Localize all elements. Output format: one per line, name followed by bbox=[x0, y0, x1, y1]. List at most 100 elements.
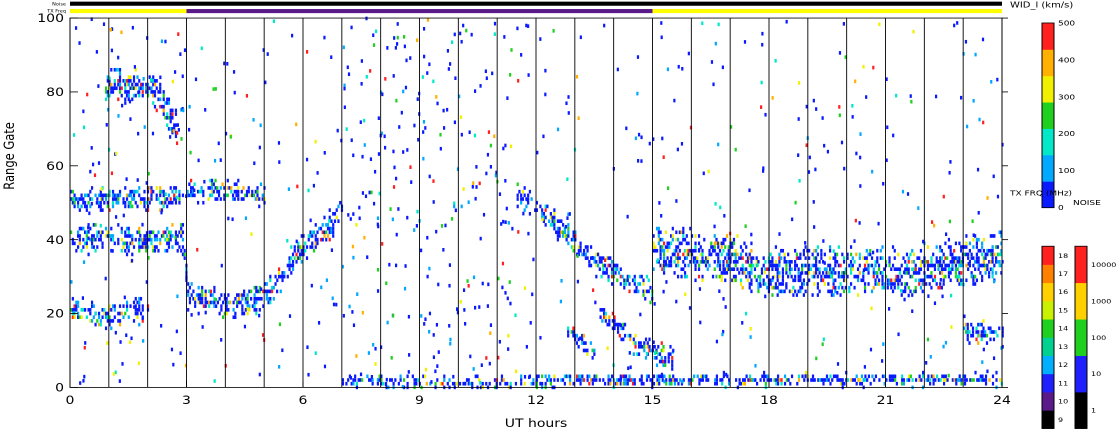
echo-cell bbox=[544, 374, 547, 379]
echo-cell bbox=[609, 256, 612, 260]
echo-cell bbox=[719, 205, 722, 210]
echo-cell bbox=[143, 204, 146, 209]
echo-cell bbox=[660, 359, 663, 364]
echo-cell bbox=[722, 260, 725, 264]
echo-cell bbox=[647, 374, 650, 379]
echo-cell bbox=[881, 274, 884, 279]
echo-cell bbox=[766, 374, 769, 379]
echo-cell bbox=[139, 296, 143, 301]
echo-cell bbox=[996, 77, 999, 82]
echo-cell bbox=[932, 381, 935, 386]
echo-cell bbox=[797, 271, 800, 275]
echo-cell bbox=[567, 226, 570, 231]
echo-cell bbox=[152, 230, 155, 235]
echo-cell bbox=[124, 241, 127, 246]
echo-cell bbox=[422, 130, 425, 134]
echo-cell bbox=[731, 245, 734, 249]
echo-cell bbox=[823, 274, 826, 279]
echo-cell bbox=[204, 289, 207, 294]
echo-cell bbox=[853, 239, 856, 243]
echo-cell bbox=[673, 271, 676, 275]
echo-cell bbox=[673, 248, 676, 253]
echo-cell bbox=[171, 115, 174, 120]
echo-cell bbox=[827, 378, 830, 382]
echo-cell bbox=[293, 248, 296, 253]
echo-cell bbox=[815, 267, 818, 272]
echo-cell bbox=[495, 381, 498, 386]
echo-cell bbox=[771, 278, 774, 283]
echo-cell bbox=[775, 381, 778, 386]
echo-cell bbox=[520, 378, 523, 382]
x-tick-label: 21 bbox=[877, 394, 895, 407]
echo-cell bbox=[432, 200, 435, 204]
echo-cell bbox=[998, 260, 1001, 264]
echo-cell bbox=[352, 153, 355, 158]
echo-cell bbox=[255, 311, 258, 316]
echo-cell bbox=[750, 256, 753, 260]
colorbar-tick-label: 9 bbox=[1058, 416, 1063, 424]
echo-cell bbox=[759, 378, 762, 382]
echo-cell bbox=[254, 197, 257, 201]
echo-cell bbox=[930, 256, 933, 260]
echo-cell bbox=[680, 274, 683, 279]
echo-cell bbox=[115, 86, 118, 91]
echo-cell bbox=[885, 378, 888, 382]
echo-cell bbox=[669, 234, 673, 238]
echo-cell bbox=[145, 245, 148, 249]
echo-cell bbox=[131, 252, 134, 257]
echo-cell bbox=[422, 26, 426, 31]
echo-cell bbox=[288, 267, 291, 272]
echo-cell bbox=[167, 245, 171, 249]
echo-cell bbox=[602, 256, 605, 260]
echo-cell bbox=[243, 324, 247, 329]
echo-cell bbox=[623, 378, 626, 382]
echo-cell bbox=[141, 304, 144, 308]
echo-cell bbox=[176, 234, 179, 238]
echo-cell bbox=[711, 248, 715, 253]
echo-cell bbox=[295, 122, 298, 127]
echo-cell bbox=[732, 274, 736, 279]
echo-cell bbox=[120, 93, 123, 98]
echo-cell bbox=[588, 260, 591, 264]
echo-cell bbox=[117, 55, 120, 60]
echo-cell bbox=[223, 296, 226, 301]
echo-cell bbox=[641, 344, 644, 349]
echo-cell bbox=[658, 378, 661, 382]
echo-cell bbox=[790, 274, 793, 279]
echo-cell bbox=[248, 304, 251, 308]
echo-cell bbox=[671, 367, 674, 371]
echo-cell bbox=[739, 245, 743, 249]
echo-cell bbox=[92, 315, 95, 320]
echo-cell bbox=[316, 237, 319, 242]
echo-cell bbox=[939, 378, 942, 382]
echo-cell bbox=[134, 304, 137, 308]
echo-cell bbox=[821, 116, 824, 120]
echo-cell bbox=[981, 378, 984, 382]
echo-cell bbox=[799, 274, 802, 279]
echo-cell bbox=[169, 108, 172, 113]
echo-cell bbox=[106, 230, 109, 235]
echo-cell bbox=[314, 245, 317, 249]
echo-cell bbox=[979, 248, 982, 253]
echo-cell bbox=[243, 311, 246, 316]
echo-cell bbox=[932, 263, 935, 268]
echo-cell bbox=[157, 197, 160, 201]
echo-cell bbox=[874, 263, 877, 268]
echo-cell bbox=[736, 252, 739, 257]
echo-cell bbox=[757, 260, 760, 264]
echo-cell bbox=[108, 189, 111, 194]
echo-cell bbox=[813, 256, 816, 260]
echo-cell bbox=[635, 289, 638, 294]
echo-cell bbox=[428, 266, 431, 271]
echo-cell bbox=[237, 186, 240, 190]
echo-cell bbox=[178, 193, 181, 198]
echo-cell bbox=[139, 197, 143, 201]
echo-cell bbox=[919, 267, 923, 272]
echo-cell bbox=[799, 285, 802, 290]
echo-cell bbox=[366, 255, 369, 260]
echo-cell bbox=[190, 282, 193, 286]
echo-cell bbox=[593, 260, 596, 264]
echo-cell bbox=[245, 189, 249, 194]
echo-cell bbox=[94, 223, 97, 227]
echo-cell bbox=[714, 381, 717, 386]
